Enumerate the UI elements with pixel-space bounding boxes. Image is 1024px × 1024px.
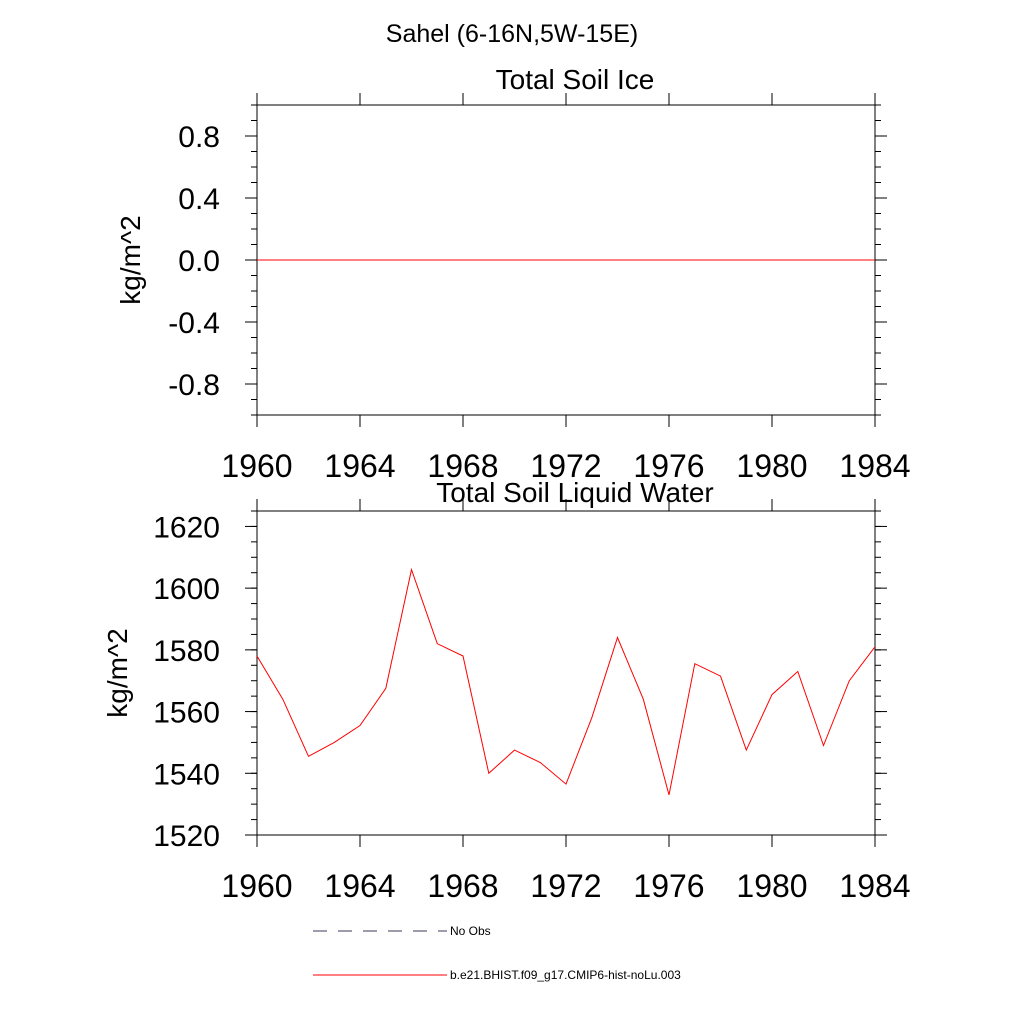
x-tick-label: 1984 bbox=[839, 448, 910, 484]
x-tick-label: 1964 bbox=[324, 868, 395, 904]
chart-panel-1: Total Soil Ice kg/m^2 1960 1964 1968 1972 1976… bbox=[115, 64, 911, 484]
plot-frame bbox=[256, 510, 876, 836]
x-tick-label: 1984 bbox=[839, 868, 910, 904]
y-tick-label: 0.4 bbox=[178, 183, 220, 216]
chart-title: Total Soil Liquid Water bbox=[436, 477, 714, 508]
figure-suptitle: Sahel (6-16N,5W-15E) bbox=[386, 20, 638, 48]
x-tick-label: 1976 bbox=[633, 868, 704, 904]
y-tick-label: 1540 bbox=[153, 758, 220, 791]
y-tick-label: 1560 bbox=[153, 697, 220, 730]
y-tick-label: 1600 bbox=[153, 573, 220, 606]
y-tick-label: 1520 bbox=[153, 820, 220, 853]
y-tick-label: 1620 bbox=[153, 511, 220, 544]
x-tick-label: 1976 bbox=[633, 448, 704, 484]
x-tick-label: 1972 bbox=[530, 868, 601, 904]
chart-panels: Total Soil Ice kg/m^2 1960 1964 1968 1972 1976… bbox=[102, 64, 911, 904]
chart-panel-2: Total Soil Liquid Water kg/m^2 1960 1964 196… bbox=[102, 477, 911, 904]
legend-label-model: b.e21.BHIST.f09_g17.CMIP6-hist-noLu.003 bbox=[450, 968, 681, 982]
y-tick-label: 0.0 bbox=[178, 245, 220, 278]
y-axis-label: kg/m^2 bbox=[102, 628, 133, 717]
x-tick-label: 1980 bbox=[736, 868, 807, 904]
legend-label-no-obs: No Obs bbox=[450, 924, 491, 938]
x-tick-label: 1968 bbox=[427, 448, 498, 484]
legend: No Obs b.e21.BHIST.f09_g17.CMIP6-hist-no… bbox=[313, 924, 681, 982]
series-line-model bbox=[256, 567, 876, 796]
y-axis-label: kg/m^2 bbox=[115, 215, 146, 304]
x-tick-label: 1980 bbox=[736, 448, 807, 484]
x-tick-label: 1960 bbox=[221, 448, 292, 484]
y-tick-label: -0.8 bbox=[168, 369, 220, 402]
y-tick-label: 0.8 bbox=[178, 121, 220, 154]
y-tick-label: -0.4 bbox=[168, 307, 220, 340]
x-tick-label: 1972 bbox=[530, 448, 601, 484]
chart-title: Total Soil Ice bbox=[496, 64, 655, 95]
y-tick-label: 1580 bbox=[153, 635, 220, 668]
x-tick-label: 1964 bbox=[324, 448, 395, 484]
x-tick-label: 1968 bbox=[427, 868, 498, 904]
x-tick-label: 1960 bbox=[221, 868, 292, 904]
